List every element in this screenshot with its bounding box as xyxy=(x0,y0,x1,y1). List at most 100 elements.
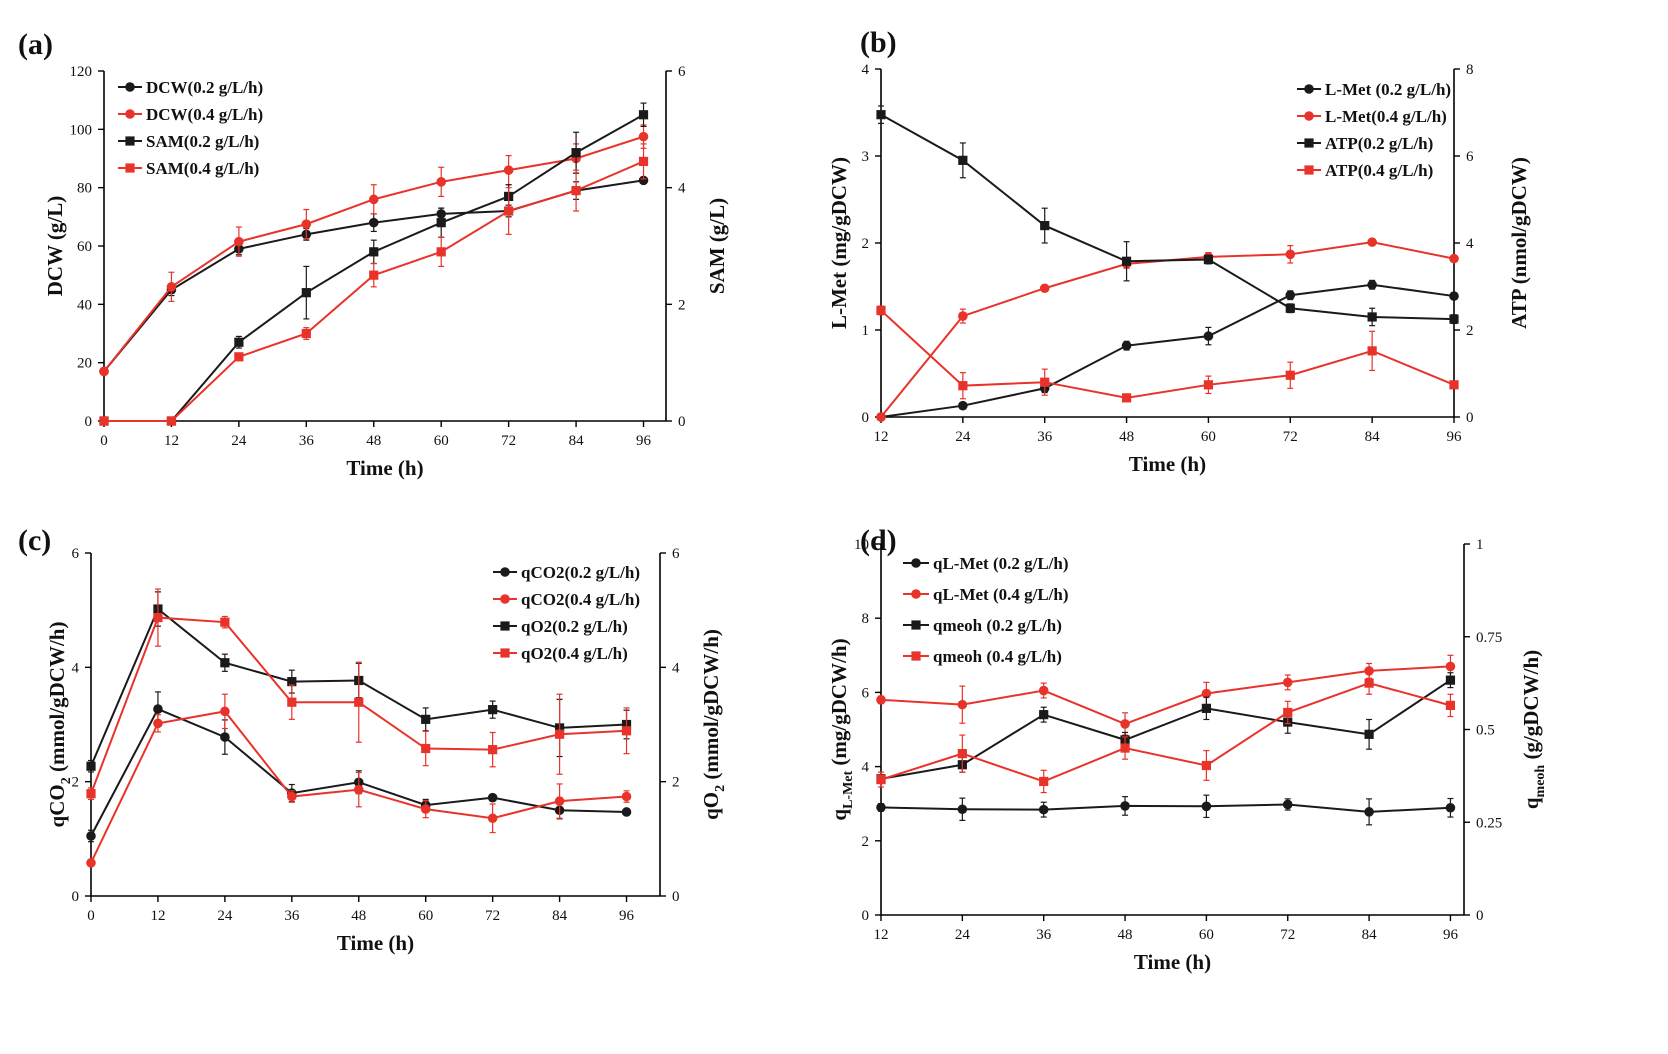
data-point-square xyxy=(1203,380,1214,390)
data-point-circle xyxy=(234,236,244,247)
data-point-square xyxy=(166,416,177,426)
data-point-square xyxy=(301,328,311,339)
legend-label: ATP(0.4 g/L/h) xyxy=(1325,161,1433,180)
data-point-circle xyxy=(420,804,431,814)
data-point-square xyxy=(220,617,230,627)
y2-tick-label: 4 xyxy=(678,181,686,197)
data-point-circle xyxy=(1039,283,1050,294)
data-point-circle xyxy=(957,804,968,815)
data-point-circle xyxy=(638,131,649,142)
series-line-4 xyxy=(880,682,1451,783)
data-point-circle xyxy=(1445,802,1456,813)
data-point-square xyxy=(234,337,244,347)
data-point-circle xyxy=(368,194,379,205)
x-tick-label: 24 xyxy=(955,927,971,943)
y2-tick-label: 0.75 xyxy=(1476,630,1502,646)
data-point-square xyxy=(488,745,498,755)
x-tick-label: 36 xyxy=(1036,927,1052,943)
data-point-circle xyxy=(287,791,297,802)
legend-label: SAM(0.2 g/L/h) xyxy=(146,132,259,151)
x-tick-label: 12 xyxy=(150,908,165,924)
chart-panel-d: 12 24 36 48 60 72 84 96024681000.250.50.751Time… xyxy=(827,537,1548,974)
legend-label: qL-Met (0.2 g/L/h) xyxy=(933,554,1069,573)
y2-tick-label: 4 xyxy=(672,660,680,676)
x-tick-label: 84 xyxy=(552,908,568,924)
data-point-circle xyxy=(1285,290,1296,301)
y-tick-label: 4 xyxy=(862,760,870,776)
y2-tick-label: 6 xyxy=(1466,149,1474,165)
y-tick-label: 60 xyxy=(77,239,92,255)
y2-tick-label: 0 xyxy=(1466,410,1474,426)
data-point-circle xyxy=(1282,677,1293,688)
y2-axis-title: qmeoh (g/gDCW/h) xyxy=(1519,650,1548,809)
x-tick-label: 60 xyxy=(418,908,433,924)
legend-label: ATP(0.2 g/L/h) xyxy=(1325,134,1433,153)
x-tick-label: 60 xyxy=(434,433,449,449)
data-point-circle xyxy=(436,177,447,187)
legend-marker-circle xyxy=(500,567,510,577)
data-point-circle xyxy=(1282,799,1293,810)
legend-marker-circle xyxy=(125,109,135,119)
y-tick-label: 100 xyxy=(70,122,93,138)
y-tick-label: 80 xyxy=(77,181,92,197)
y-tick-label: 8 xyxy=(862,611,870,627)
series-line-3 xyxy=(880,113,1455,321)
panel-label-a: (a) xyxy=(18,28,53,61)
legend-label: DCW(0.4 g/L/h) xyxy=(146,105,263,124)
x-tick-label: 60 xyxy=(1201,429,1216,445)
y-tick-label: 3 xyxy=(862,149,870,165)
legend-item: qO2(0.4 g/L/h) xyxy=(493,644,628,663)
y-tick-label: 2 xyxy=(72,775,80,791)
legend-item: qL-Met (0.4 g/L/h) xyxy=(903,585,1069,604)
y2-axis-title-main: qO xyxy=(699,792,723,820)
data-point-square xyxy=(354,697,364,707)
data-point-square xyxy=(1285,303,1295,313)
x-tick-label: 96 xyxy=(1447,429,1463,445)
y2-axis-title-units: (mmol/gDCW/h) xyxy=(699,629,723,785)
data-point-circle xyxy=(86,831,96,841)
series-line-3 xyxy=(880,679,1451,780)
legend-item: qO2(0.2 g/L/h) xyxy=(493,617,628,636)
data-point-square xyxy=(287,697,297,707)
data-point-circle xyxy=(1367,237,1377,247)
x-tick-label: 36 xyxy=(284,908,300,924)
x-tick-label: 24 xyxy=(955,429,971,445)
data-point-square xyxy=(1121,393,1132,403)
legend-item: ATP(0.2 g/L/h) xyxy=(1297,134,1433,153)
legend-marker-circle xyxy=(1304,84,1314,94)
y-tick-label: 0 xyxy=(862,908,870,924)
chart-panel-a: 0 12 24 36 48 60 72 84 960204060801001200246Time… xyxy=(43,64,729,480)
y-tick-label: 2 xyxy=(862,834,870,850)
series-line-1 xyxy=(880,803,1451,813)
data-point-square xyxy=(1445,675,1456,685)
data-point-circle xyxy=(220,706,230,717)
y-axis-title: L-Met (mg/gDCW) xyxy=(827,157,851,329)
data-point-square xyxy=(1040,377,1050,387)
data-point-square xyxy=(99,416,109,426)
data-point-square xyxy=(1364,678,1374,688)
data-point-square xyxy=(1039,710,1049,720)
data-point-square xyxy=(876,774,886,785)
y2-tick-label: 2 xyxy=(672,775,680,791)
data-point-circle xyxy=(153,704,163,714)
y2-axis-title-units: (g/gDCW/h) xyxy=(1519,650,1543,765)
legend-label: L-Met (0.2 g/L/h) xyxy=(1325,80,1451,99)
y-axis-title: qCO2 (mmol/gDCW/h) xyxy=(45,622,74,828)
data-point-square xyxy=(369,247,379,257)
y2-axis-title: SAM (g/L) xyxy=(705,198,729,294)
data-point-square xyxy=(86,789,96,799)
data-point-circle xyxy=(1367,279,1377,290)
legend-marker-circle xyxy=(911,558,921,568)
data-point-circle xyxy=(1285,249,1296,260)
x-tick-label: 60 xyxy=(1199,927,1214,943)
y-tick-label: 6 xyxy=(862,685,870,701)
y2-axis-title-subscript: 2 xyxy=(713,785,728,792)
x-tick-label: 12 xyxy=(874,927,889,943)
x-tick-label: 48 xyxy=(1118,927,1133,943)
y2-tick-label: 0.5 xyxy=(1476,723,1495,739)
y2-tick-label: 0 xyxy=(672,889,680,905)
legend-label: qCO2(0.4 g/L/h) xyxy=(521,590,640,609)
legend-label: qCO2(0.2 g/L/h) xyxy=(521,563,640,582)
x-tick-label: 84 xyxy=(1365,429,1381,445)
y-tick-label: 20 xyxy=(77,356,92,372)
